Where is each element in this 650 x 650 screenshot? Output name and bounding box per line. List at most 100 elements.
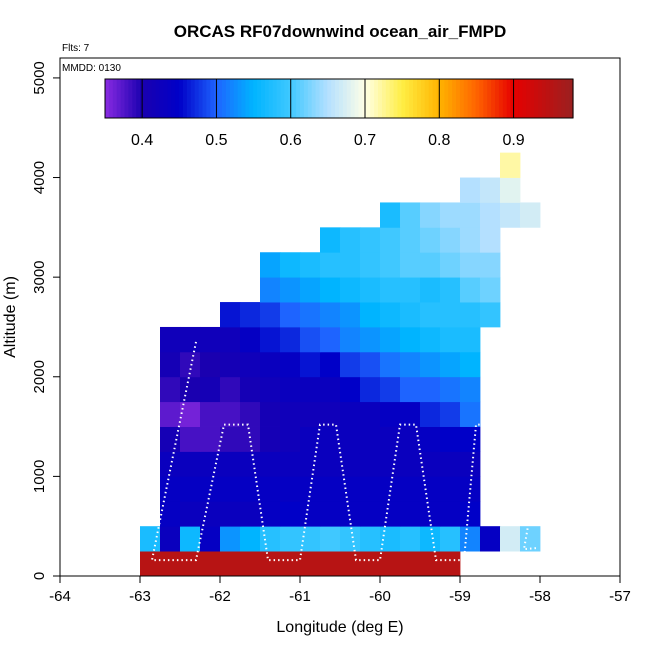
heatmap-cell bbox=[220, 476, 241, 502]
colorbar-segment bbox=[171, 79, 176, 118]
heatmap-cell bbox=[260, 376, 281, 403]
heatmap-cell bbox=[140, 551, 161, 577]
flts-annotation: Flts: 7 bbox=[62, 43, 90, 54]
heatmap-cell bbox=[220, 551, 241, 577]
colorbar-segment bbox=[225, 79, 231, 118]
colorbar-tick-label: 0.7 bbox=[354, 132, 376, 149]
colorbar-segment bbox=[537, 79, 543, 118]
colorbar-segment bbox=[233, 79, 239, 118]
heatmap-cell bbox=[440, 401, 461, 427]
colorbar-segment bbox=[502, 79, 508, 118]
colorbar-segment bbox=[526, 79, 531, 118]
colorbar-segment bbox=[179, 79, 184, 118]
heatmap-cell bbox=[340, 501, 361, 527]
colorbar-segment bbox=[194, 79, 200, 118]
heatmap-cell bbox=[280, 476, 301, 502]
heatmap-cell bbox=[260, 351, 281, 378]
colorbar-segment bbox=[498, 79, 504, 118]
heatmap-cell bbox=[460, 451, 481, 477]
heatmap-cell bbox=[460, 426, 481, 452]
heatmap-cell bbox=[420, 501, 441, 527]
colorbar-segment bbox=[530, 79, 535, 118]
heatmap-cell bbox=[400, 401, 421, 427]
colorbar-segment bbox=[253, 79, 258, 118]
heatmap-cell bbox=[380, 376, 401, 403]
heatmap-cell bbox=[440, 376, 461, 403]
heatmap-cell bbox=[420, 277, 441, 303]
heatmap-cell bbox=[320, 227, 341, 253]
colorbar-segment bbox=[479, 79, 484, 118]
colorbar-segment bbox=[264, 79, 270, 118]
colorbar-segment bbox=[385, 79, 391, 118]
heatmap-cell bbox=[420, 326, 441, 353]
heatmap-cell bbox=[460, 277, 481, 303]
heatmap-cell bbox=[260, 302, 281, 328]
heatmap-cell bbox=[340, 526, 361, 552]
heatmap-cell bbox=[280, 526, 301, 552]
heatmap-cell bbox=[180, 501, 201, 527]
heatmap-cell bbox=[400, 202, 421, 228]
colorbar-segment bbox=[272, 79, 278, 118]
heatmap-cell bbox=[340, 252, 361, 278]
heatmap-cell bbox=[280, 351, 301, 378]
colorbar-segment bbox=[237, 79, 243, 118]
colorbar-segment bbox=[183, 79, 188, 118]
colorbar-segment bbox=[245, 79, 250, 118]
heatmap-cell bbox=[220, 501, 241, 527]
heatmap-cell bbox=[300, 252, 321, 278]
colorbar-segment bbox=[456, 79, 461, 118]
colorbar-segment bbox=[522, 79, 527, 118]
colorbar-segment bbox=[116, 79, 122, 118]
heatmap-cell bbox=[180, 351, 201, 378]
heatmap-cell bbox=[320, 376, 341, 403]
heatmap-cell bbox=[440, 501, 461, 527]
colorbar-segment bbox=[358, 79, 363, 118]
colorbar-segment bbox=[401, 79, 406, 118]
heatmap-cell bbox=[240, 551, 261, 577]
heatmap-cell bbox=[500, 526, 521, 552]
heatmap-cell bbox=[400, 501, 421, 527]
colorbar-segment bbox=[541, 79, 547, 118]
heatmap-cell bbox=[340, 551, 361, 577]
colorbar-segment bbox=[303, 79, 309, 118]
heatmap-cell bbox=[280, 501, 301, 527]
heatmap-cell bbox=[380, 551, 401, 577]
colorbar-segment bbox=[175, 79, 180, 118]
colorbar-segment bbox=[354, 79, 360, 118]
heatmap-cell bbox=[220, 302, 241, 328]
heatmap-cell bbox=[300, 277, 321, 303]
heatmap-cell bbox=[480, 202, 501, 228]
heatmap-cell bbox=[260, 501, 281, 527]
heatmap-cell bbox=[460, 401, 481, 427]
y-tick-label: 3000 bbox=[31, 260, 48, 293]
heatmap-cell bbox=[300, 401, 321, 427]
colorbar-segment bbox=[545, 79, 551, 118]
heatmap-cell bbox=[420, 476, 441, 502]
heatmap-cell bbox=[280, 277, 301, 303]
colorbar-segment bbox=[475, 79, 480, 118]
heatmap-cell bbox=[240, 426, 261, 452]
heatmap-cell bbox=[460, 351, 481, 378]
heatmap-cell bbox=[180, 476, 201, 502]
heatmap-cell bbox=[320, 526, 341, 552]
heatmap-cell bbox=[320, 302, 341, 328]
heatmap-cell bbox=[320, 326, 341, 353]
heatmap-cell bbox=[420, 401, 441, 427]
heatmap-cell bbox=[500, 152, 521, 178]
heatmap-cell bbox=[260, 476, 281, 502]
heatmap-cell bbox=[240, 401, 261, 427]
colorbar-segment bbox=[151, 79, 157, 118]
heatmap-cell bbox=[400, 551, 421, 577]
heatmap-cell bbox=[360, 476, 381, 502]
heatmap-cell bbox=[160, 326, 181, 353]
heatmap-cell bbox=[280, 326, 301, 353]
heatmap-cell bbox=[460, 302, 481, 328]
colorbar-segment bbox=[463, 79, 469, 118]
heatmap-cell bbox=[500, 177, 521, 203]
heatmap-cell bbox=[260, 451, 281, 477]
y-tick-label: 5000 bbox=[31, 61, 48, 94]
heatmap-cell bbox=[360, 401, 381, 427]
heatmap-cell bbox=[360, 302, 381, 328]
heatmap-cell bbox=[360, 551, 381, 577]
heatmap-cell bbox=[400, 376, 421, 403]
